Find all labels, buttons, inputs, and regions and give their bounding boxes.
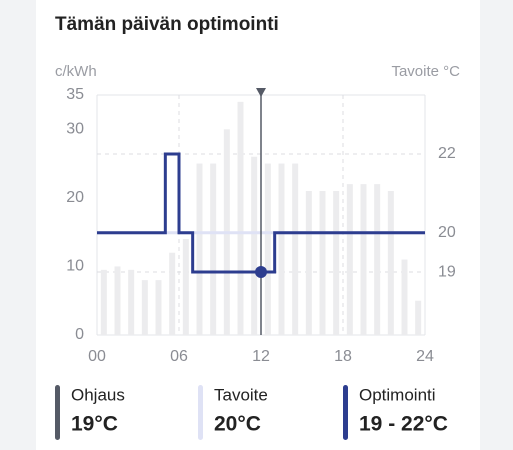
- x-tick-label: 24: [416, 348, 434, 365]
- bar: [401, 259, 408, 335]
- legend-label: Ohjaus: [71, 385, 125, 404]
- y2-tick-label: 20: [438, 224, 456, 241]
- bar: [374, 184, 381, 335]
- x-tick-label: 00: [88, 348, 106, 365]
- legend-swatch: [55, 385, 60, 440]
- bar: [237, 101, 244, 335]
- bar: [210, 163, 217, 335]
- bar: [141, 280, 148, 335]
- bar: [333, 191, 340, 335]
- legend-swatch: [198, 385, 203, 440]
- card: [36, 0, 480, 450]
- current-point: [255, 266, 267, 279]
- legend-label: Optimointi: [359, 385, 436, 404]
- chart-title: Tämän päivän optimointi: [55, 14, 279, 35]
- y2-tick-label: 19: [438, 263, 456, 280]
- bar: [346, 184, 353, 335]
- y-tick-label: 20: [66, 189, 84, 206]
- bar: [155, 280, 162, 335]
- bar: [278, 163, 285, 335]
- legend-swatch: [343, 385, 348, 440]
- y-tick-label: 30: [66, 121, 84, 138]
- bar: [319, 191, 326, 335]
- bar: [251, 156, 258, 335]
- y-tick-label: 10: [66, 258, 84, 275]
- x-tick-label: 18: [334, 348, 352, 365]
- legend-label: Tavoite: [214, 385, 268, 404]
- bar: [128, 269, 135, 335]
- legend-value: 19°C: [71, 413, 118, 436]
- y-tick-label: 0: [75, 326, 84, 343]
- y2-axis-label: Tavoite °C: [391, 63, 460, 80]
- current-time-pointer: [256, 88, 266, 97]
- bar: [114, 266, 121, 335]
- legend-value: 20°C: [214, 413, 261, 436]
- bar: [415, 300, 422, 335]
- x-tick-label: 12: [252, 348, 270, 365]
- bar: [169, 252, 176, 335]
- legend-value: 19 - 22°C: [359, 413, 448, 436]
- bar: [264, 163, 271, 335]
- bar: [182, 239, 189, 335]
- y-tick-label: 35: [66, 86, 84, 103]
- bar: [305, 191, 312, 335]
- bar: [360, 184, 367, 335]
- bar: [100, 269, 107, 335]
- bar: [387, 191, 394, 335]
- y2-tick-label: 22: [438, 145, 456, 162]
- y-axis-label: c/kWh: [55, 63, 97, 80]
- bar: [292, 163, 299, 335]
- bar: [196, 163, 203, 335]
- x-tick-label: 06: [170, 348, 188, 365]
- step-line: [97, 152, 425, 274]
